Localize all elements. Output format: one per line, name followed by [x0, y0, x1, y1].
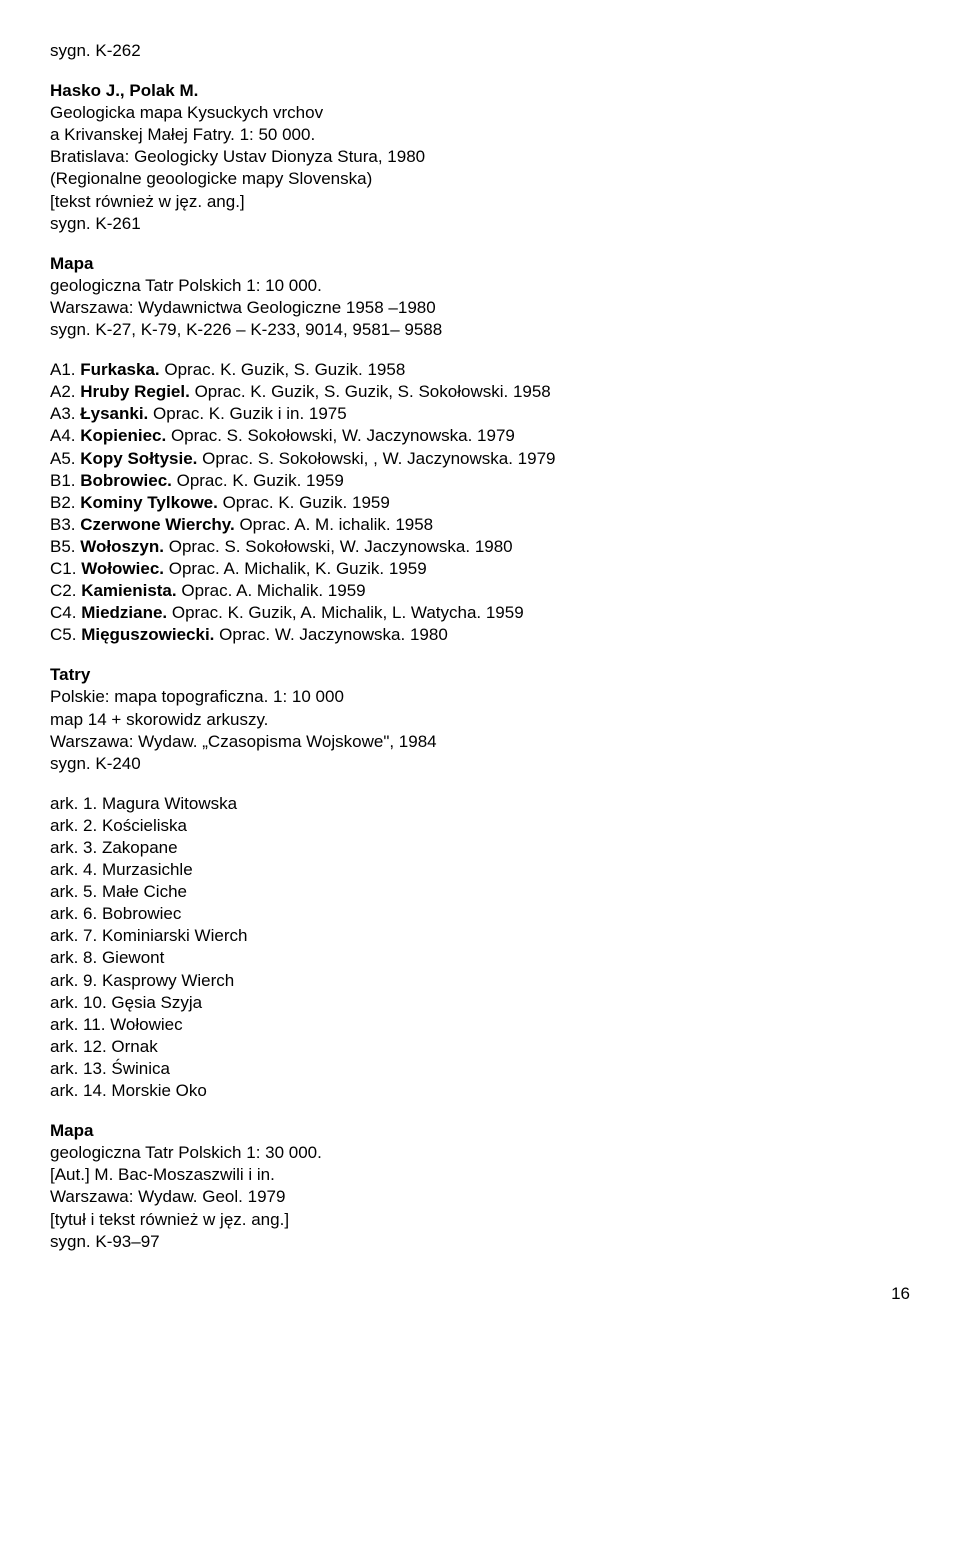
text-line: Geologicka mapa Kysuckych vrchov	[50, 102, 910, 124]
text-line: C1. Wołowiec. Oprac. A. Michalik, K. Guz…	[50, 558, 910, 580]
bold-term: Hruby Regiel.	[80, 382, 190, 401]
text-line: [Aut.] M. Bac-Moszaszwili i in.	[50, 1164, 910, 1186]
text-line: Tatry	[50, 664, 910, 686]
text-line: Mapa	[50, 253, 910, 275]
text-line: C2. Kamienista. Oprac. A. Michalik. 1959	[50, 580, 910, 602]
text-prefix: A4.	[50, 426, 80, 445]
text-suffix: Oprac. W. Jaczynowska. 1980	[214, 625, 447, 644]
text-prefix: B3.	[50, 515, 80, 534]
text-suffix: Oprac. K. Guzik, S. Guzik, S. Sokołowski…	[190, 382, 551, 401]
text-line: A4. Kopieniec. Oprac. S. Sokołowski, W. …	[50, 425, 910, 447]
text-line: Mapa	[50, 1120, 910, 1142]
text-prefix: B1.	[50, 471, 80, 490]
text-suffix: Oprac. A. Michalik, K. Guzik. 1959	[164, 559, 427, 578]
text-suffix: Oprac. K. Guzik, S. Guzik. 1958	[160, 360, 406, 379]
bold-term: Kominy Tylkowe.	[80, 493, 218, 512]
text-line: Warszawa: Wydaw. „Czasopisma Wojskowe", …	[50, 731, 910, 753]
text-suffix: Oprac. K. Guzik. 1959	[218, 493, 390, 512]
text-suffix: Oprac. S. Sokołowski, W. Jaczynowska. 19…	[164, 537, 513, 556]
text-line: A3. Łysanki. Oprac. K. Guzik i in. 1975	[50, 403, 910, 425]
text-prefix: C4.	[50, 603, 81, 622]
text-line: ark. 8. Giewont	[50, 947, 910, 969]
text-line: A2. Hruby Regiel. Oprac. K. Guzik, S. Gu…	[50, 381, 910, 403]
text-line: ark. 12. Ornak	[50, 1036, 910, 1058]
text-line: Bratislava: Geologicky Ustav Dionyza Stu…	[50, 146, 910, 168]
text-line: a Krivanskej Małej Fatry. 1: 50 000.	[50, 124, 910, 146]
text-line: B2. Kominy Tylkowe. Oprac. K. Guzik. 195…	[50, 492, 910, 514]
text-line: map 14 + skorowidz arkuszy.	[50, 709, 910, 731]
text-line: sygn. K-262	[50, 40, 910, 62]
text-line: A5. Kopy Sołtysie. Oprac. S. Sokołowski,…	[50, 448, 910, 470]
paragraph: Mapageologiczna Tatr Polskich 1: 30 000.…	[50, 1120, 910, 1253]
text-line: Warszawa: Wydaw. Geol. 1979	[50, 1186, 910, 1208]
text-line: ark. 10. Gęsia Szyja	[50, 992, 910, 1014]
text-line: B5. Wołoszyn. Oprac. S. Sokołowski, W. J…	[50, 536, 910, 558]
bold-term: Kamienista.	[81, 581, 176, 600]
text-line: sygn. K-240	[50, 753, 910, 775]
paragraph: A1. Furkaska. Oprac. K. Guzik, S. Guzik.…	[50, 359, 910, 646]
paragraph: Hasko J., Polak M.Geologicka mapa Kysuck…	[50, 80, 910, 235]
text-line: ark. 2. Kościeliska	[50, 815, 910, 837]
text-suffix: Oprac. A. M. ichalik. 1958	[235, 515, 433, 534]
text-line: geologiczna Tatr Polskich 1: 10 000.	[50, 275, 910, 297]
text-suffix: Oprac. K. Guzik, A. Michalik, L. Watycha…	[167, 603, 524, 622]
text-line: ark. 4. Murzasichle	[50, 859, 910, 881]
paragraph: ark. 1. Magura Witowskaark. 2. Kościelis…	[50, 793, 910, 1102]
text-line: Hasko J., Polak M.	[50, 80, 910, 102]
text-prefix: B2.	[50, 493, 80, 512]
text-prefix: A5.	[50, 449, 80, 468]
text-suffix: Oprac. K. Guzik i in. 1975	[148, 404, 346, 423]
text-line: C4. Miedziane. Oprac. K. Guzik, A. Micha…	[50, 602, 910, 624]
text-line: ark. 14. Morskie Oko	[50, 1080, 910, 1102]
text-line: Polskie: mapa topograficzna. 1: 10 000	[50, 686, 910, 708]
bold-term: Kopieniec.	[80, 426, 166, 445]
text-line: (Regionalne geoologicke mapy Slovenska)	[50, 168, 910, 190]
bold-term: Kopy Sołtysie.	[80, 449, 197, 468]
text-suffix: Oprac. S. Sokołowski, , W. Jaczynowska. …	[197, 449, 555, 468]
text-line: ark. 3. Zakopane	[50, 837, 910, 859]
bold-term: Bobrowiec.	[80, 471, 172, 490]
page-number: 16	[50, 1283, 910, 1305]
text-line: C5. Mięguszowiecki. Oprac. W. Jaczynowsk…	[50, 624, 910, 646]
bold-term: Wołowiec.	[81, 559, 164, 578]
text-prefix: C1.	[50, 559, 81, 578]
paragraph: sygn. K-262	[50, 40, 910, 62]
text-line: A1. Furkaska. Oprac. K. Guzik, S. Guzik.…	[50, 359, 910, 381]
text-prefix: A2.	[50, 382, 80, 401]
paragraph: TatryPolskie: mapa topograficzna. 1: 10 …	[50, 664, 910, 774]
bold-term: Mięguszowiecki.	[81, 625, 214, 644]
bold-term: Wołoszyn.	[80, 537, 164, 556]
text-prefix: A3.	[50, 404, 80, 423]
bold-term: Czerwone Wierchy.	[80, 515, 234, 534]
text-prefix: A1.	[50, 360, 80, 379]
text-line: B1. Bobrowiec. Oprac. K. Guzik. 1959	[50, 470, 910, 492]
text-line: ark. 13. Świnica	[50, 1058, 910, 1080]
text-line: ark. 5. Małe Ciche	[50, 881, 910, 903]
text-line: [tekst również w jęz. ang.]	[50, 191, 910, 213]
document-body: sygn. K-262 Hasko J., Polak M.Geologicka …	[50, 40, 910, 1253]
bold-term: Łysanki.	[80, 404, 148, 423]
bold-term: Furkaska.	[80, 360, 159, 379]
text-line: ark. 9. Kasprowy Wierch	[50, 970, 910, 992]
text-line: sygn. K-261	[50, 213, 910, 235]
paragraph: Mapageologiczna Tatr Polskich 1: 10 000.…	[50, 253, 910, 341]
text-suffix: Oprac. K. Guzik. 1959	[172, 471, 344, 490]
text-line: ark. 1. Magura Witowska	[50, 793, 910, 815]
text-line: geologiczna Tatr Polskich 1: 30 000.	[50, 1142, 910, 1164]
text-line: ark. 6. Bobrowiec	[50, 903, 910, 925]
text-suffix: Oprac. A. Michalik. 1959	[177, 581, 366, 600]
bold-term: Miedziane.	[81, 603, 167, 622]
text-prefix: B5.	[50, 537, 80, 556]
text-line: ark. 11. Wołowiec	[50, 1014, 910, 1036]
text-line: B3. Czerwone Wierchy. Oprac. A. M. ichal…	[50, 514, 910, 536]
text-line: sygn. K-93–97	[50, 1231, 910, 1253]
text-line: ark. 7. Kominiarski Wierch	[50, 925, 910, 947]
text-line: Warszawa: Wydawnictwa Geologiczne 1958 –…	[50, 297, 910, 319]
text-line: [tytuł i tekst również w jęz. ang.]	[50, 1209, 910, 1231]
text-prefix: C2.	[50, 581, 81, 600]
text-prefix: C5.	[50, 625, 81, 644]
text-suffix: Oprac. S. Sokołowski, W. Jaczynowska. 19…	[166, 426, 515, 445]
text-line: sygn. K-27, K-79, K-226 – K-233, 9014, 9…	[50, 319, 910, 341]
